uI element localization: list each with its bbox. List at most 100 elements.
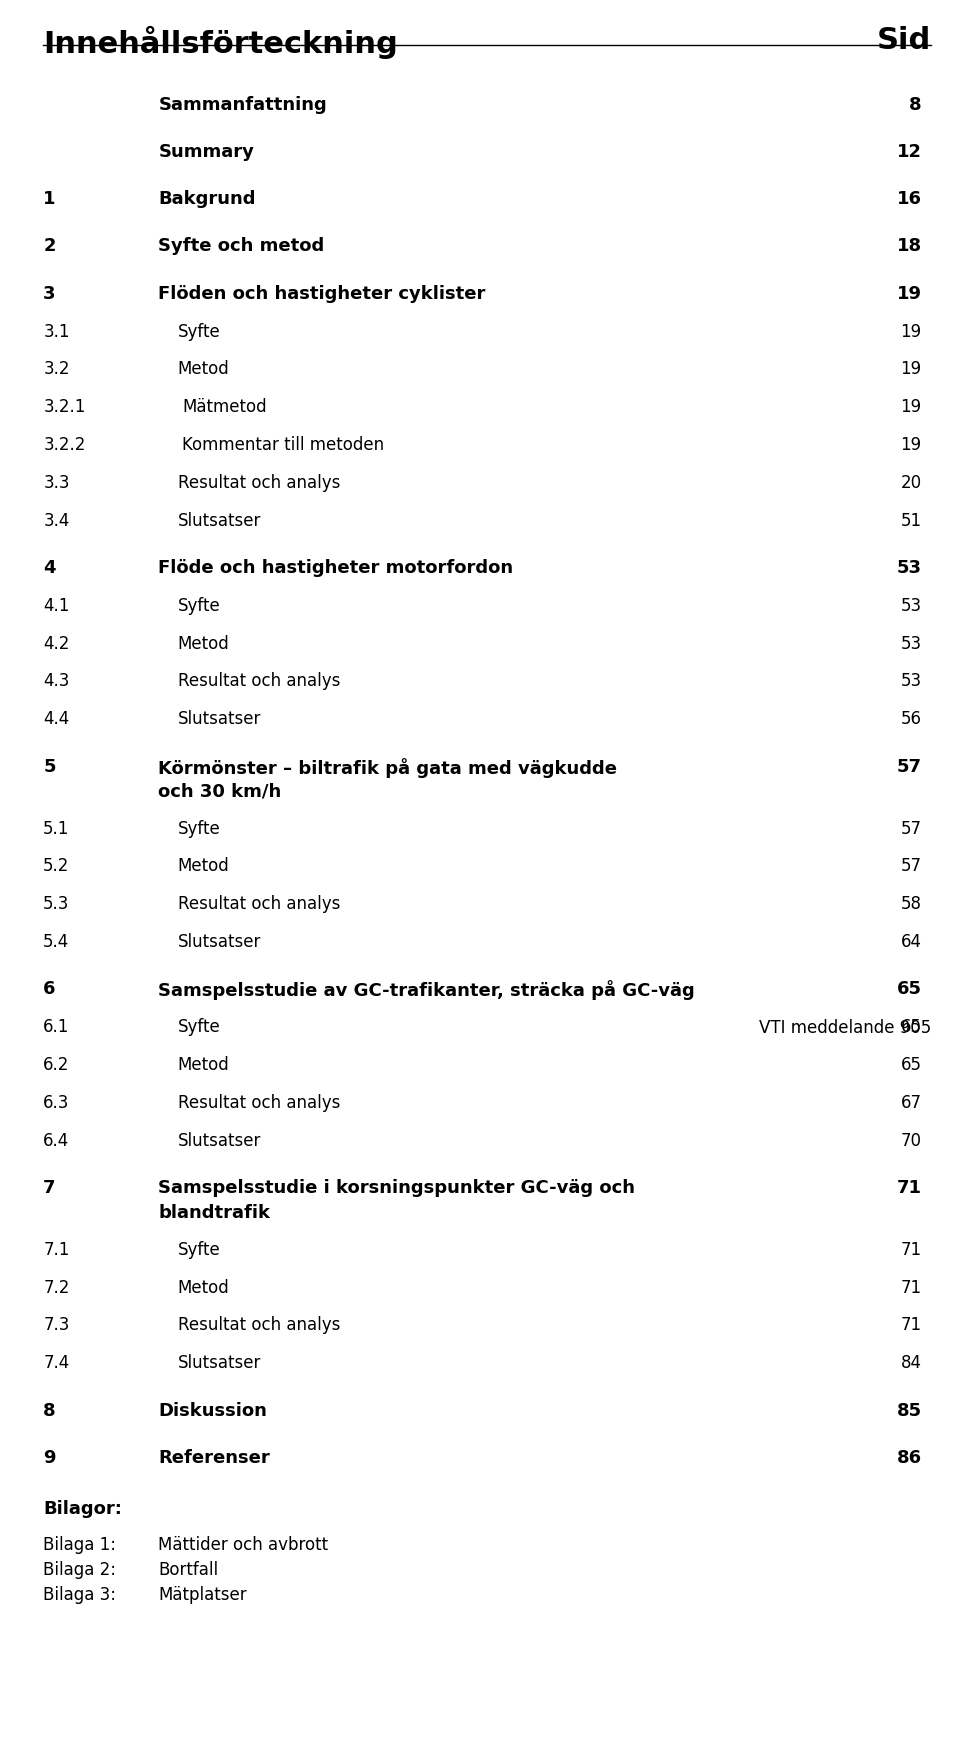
Text: 5.3: 5.3 [43, 894, 69, 912]
Text: Flöden och hastigheter cyklister: Flöden och hastigheter cyklister [158, 285, 486, 302]
Text: 65: 65 [900, 1017, 922, 1035]
Text: 7.1: 7.1 [43, 1240, 69, 1258]
Text: 71: 71 [897, 1179, 922, 1197]
Text: Summary: Summary [158, 142, 254, 162]
Text: Metod: Metod [178, 857, 229, 875]
Text: Referenser: Referenser [158, 1448, 270, 1465]
Text: 12: 12 [897, 142, 922, 162]
Text: blandtrafik: blandtrafik [158, 1204, 271, 1221]
Text: Slutsatser: Slutsatser [178, 1132, 261, 1149]
Text: Metod: Metod [178, 360, 229, 378]
Text: Syfte: Syfte [178, 1240, 221, 1258]
Text: 53: 53 [900, 673, 922, 691]
Text: 53: 53 [897, 559, 922, 576]
Text: 19: 19 [900, 360, 922, 378]
Text: Slutsatser: Slutsatser [178, 511, 261, 529]
Text: Samspelsstudie av GC-trafikanter, sträcka på GC-väg: Samspelsstudie av GC-trafikanter, sträck… [158, 980, 695, 1000]
Text: 58: 58 [900, 894, 922, 912]
Text: Resultat och analys: Resultat och analys [178, 673, 340, 691]
Text: 4.2: 4.2 [43, 634, 69, 652]
Text: 65: 65 [897, 980, 922, 998]
Text: 20: 20 [900, 474, 922, 492]
Text: 6.2: 6.2 [43, 1056, 69, 1074]
Text: Slutsatser: Slutsatser [178, 1353, 261, 1372]
Text: Bilaga 1:: Bilaga 1: [43, 1536, 116, 1553]
Text: 18: 18 [897, 237, 922, 255]
Text: Sid: Sid [876, 26, 931, 54]
Text: Diskussion: Diskussion [158, 1400, 267, 1420]
Text: 3.1: 3.1 [43, 322, 70, 341]
Text: Syfte: Syfte [178, 596, 221, 615]
Text: 3.2.2: 3.2.2 [43, 436, 85, 453]
Text: 85: 85 [897, 1400, 922, 1420]
Text: Bakgrund: Bakgrund [158, 190, 256, 207]
Text: Mätplatser: Mätplatser [158, 1585, 247, 1602]
Text: 5: 5 [43, 757, 56, 775]
Text: 6: 6 [43, 980, 56, 998]
Text: 70: 70 [900, 1132, 922, 1149]
Text: Bilagor:: Bilagor: [43, 1499, 122, 1518]
Text: Kommentar till metoden: Kommentar till metoden [182, 436, 385, 453]
Text: 6.4: 6.4 [43, 1132, 69, 1149]
Text: 67: 67 [900, 1093, 922, 1110]
Text: 8: 8 [909, 95, 922, 114]
Text: Körmönster – biltrafik på gata med vägkudde: Körmönster – biltrafik på gata med vägku… [158, 757, 617, 777]
Text: Resultat och analys: Resultat och analys [178, 1093, 340, 1110]
Text: 57: 57 [900, 819, 922, 836]
Text: 4.1: 4.1 [43, 596, 69, 615]
Text: 53: 53 [900, 596, 922, 615]
Text: Syfte: Syfte [178, 322, 221, 341]
Text: 8: 8 [43, 1400, 56, 1420]
Text: 7.2: 7.2 [43, 1277, 69, 1297]
Text: 1: 1 [43, 190, 56, 207]
Text: Syfte: Syfte [178, 819, 221, 836]
Text: Mättider och avbrott: Mättider och avbrott [158, 1536, 328, 1553]
Text: 3.2.1: 3.2.1 [43, 399, 85, 416]
Text: Slutsatser: Slutsatser [178, 710, 261, 727]
Text: 7: 7 [43, 1179, 56, 1197]
Text: Flöde och hastigheter motorfordon: Flöde och hastigheter motorfordon [158, 559, 514, 576]
Text: 56: 56 [900, 710, 922, 727]
Text: Syfte och metod: Syfte och metod [158, 237, 324, 255]
Text: Metod: Metod [178, 1277, 229, 1297]
Text: 7.3: 7.3 [43, 1316, 69, 1334]
Text: Samspelsstudie i korsningspunkter GC-väg och: Samspelsstudie i korsningspunkter GC-väg… [158, 1179, 636, 1197]
Text: 51: 51 [900, 511, 922, 529]
Text: Resultat och analys: Resultat och analys [178, 1316, 340, 1334]
Text: Mätmetod: Mätmetod [182, 399, 267, 416]
Text: 5.1: 5.1 [43, 819, 69, 836]
Text: och 30 km/h: och 30 km/h [158, 782, 281, 799]
Text: 19: 19 [900, 436, 922, 453]
Text: Slutsatser: Slutsatser [178, 933, 261, 951]
Text: 86: 86 [897, 1448, 922, 1465]
Text: 5.4: 5.4 [43, 933, 69, 951]
Text: 4.3: 4.3 [43, 673, 69, 691]
Text: 71: 71 [900, 1277, 922, 1297]
Text: Innehållsförteckning: Innehållsförteckning [43, 26, 398, 60]
Text: 64: 64 [900, 933, 922, 951]
Text: 4.4: 4.4 [43, 710, 69, 727]
Text: 3.4: 3.4 [43, 511, 69, 529]
Text: 65: 65 [900, 1056, 922, 1074]
Text: 16: 16 [897, 190, 922, 207]
Text: Resultat och analys: Resultat och analys [178, 894, 340, 912]
Text: 3: 3 [43, 285, 56, 302]
Text: 71: 71 [900, 1316, 922, 1334]
Text: Metod: Metod [178, 1056, 229, 1074]
Text: 3.2: 3.2 [43, 360, 70, 378]
Text: 19: 19 [897, 285, 922, 302]
Text: Bilaga 2:: Bilaga 2: [43, 1560, 116, 1578]
Text: 57: 57 [900, 857, 922, 875]
Text: Sammanfattning: Sammanfattning [158, 95, 327, 114]
Text: 9: 9 [43, 1448, 56, 1465]
Text: Bortfall: Bortfall [158, 1560, 219, 1578]
Text: 84: 84 [900, 1353, 922, 1372]
Text: 6.1: 6.1 [43, 1017, 69, 1035]
Text: Bilaga 3:: Bilaga 3: [43, 1585, 116, 1602]
Text: 3.3: 3.3 [43, 474, 70, 492]
Text: 4: 4 [43, 559, 56, 576]
Text: 6.3: 6.3 [43, 1093, 69, 1110]
Text: 5.2: 5.2 [43, 857, 69, 875]
Text: Syfte: Syfte [178, 1017, 221, 1035]
Text: 71: 71 [900, 1240, 922, 1258]
